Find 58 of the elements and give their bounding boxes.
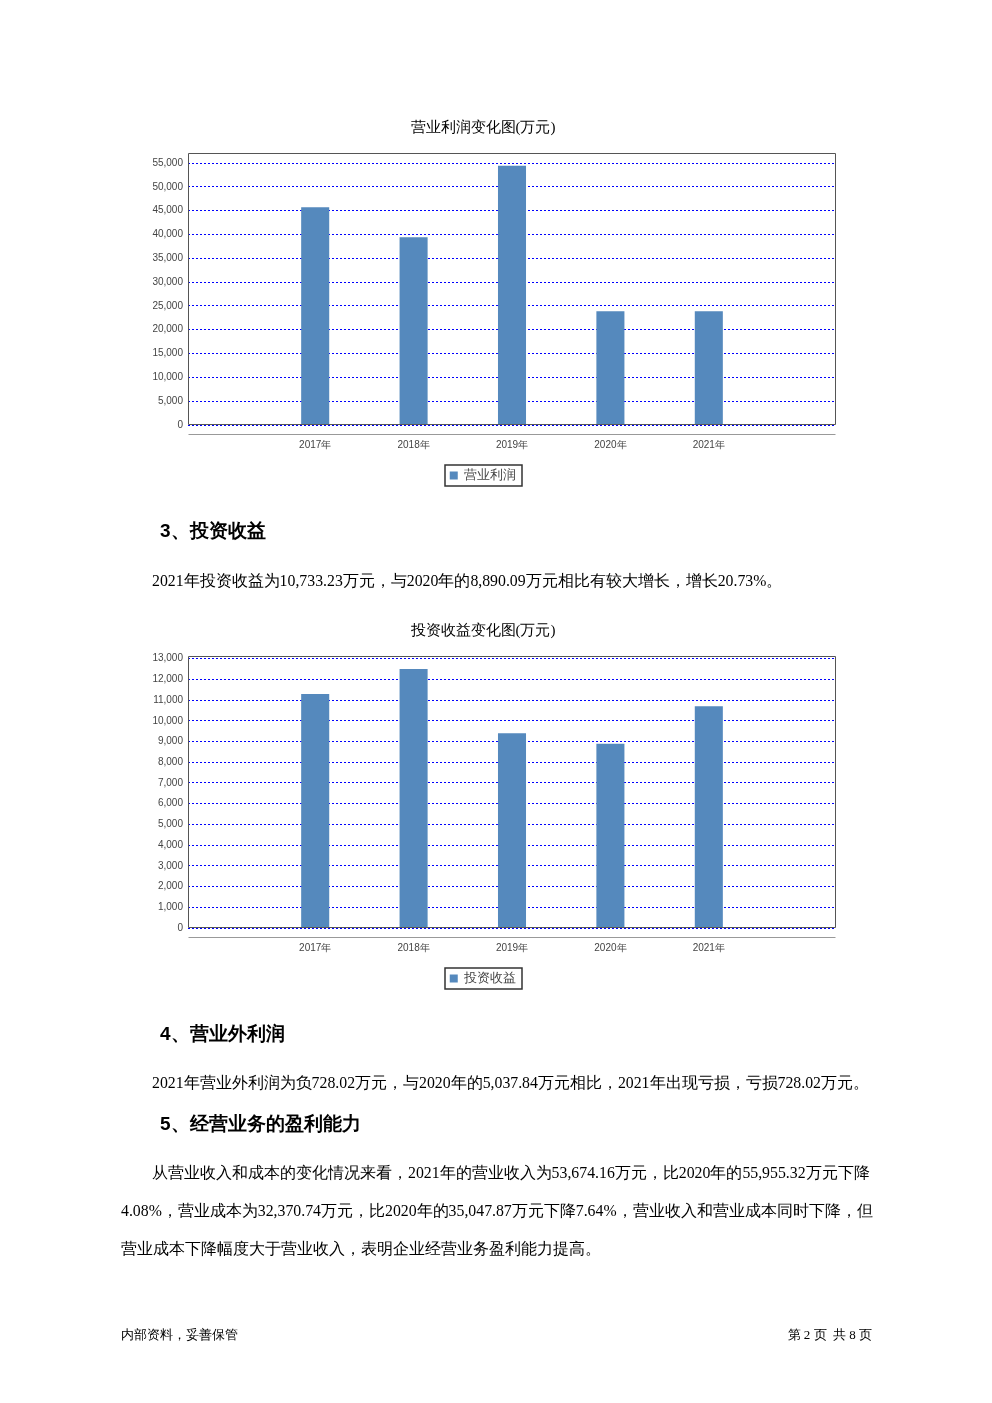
- legend-label: 营业利润: [464, 466, 517, 482]
- x-tick-label: 2020年: [594, 438, 627, 450]
- bar: [301, 693, 330, 928]
- y-tick-label: 13,000: [152, 652, 184, 664]
- y-tick-label: 11,000: [153, 693, 184, 705]
- y-tick-label: 1,000: [157, 901, 184, 913]
- bar: [596, 743, 625, 928]
- chart-title: 投资收益变化图(万元): [409, 621, 556, 639]
- text: 第 2 页 共 8 页: [787, 1327, 872, 1343]
- bar: [399, 237, 428, 425]
- y-tick-label: 5,000: [157, 394, 184, 406]
- bar: [399, 669, 428, 928]
- bar: [497, 165, 527, 425]
- x-tick-label: 2017年: [299, 438, 332, 450]
- x-tick-label: 2020年: [594, 941, 627, 953]
- text: 2021年营业外利润为负728.02万元，与2020年的5,037.84万元相比，2021年出现亏损，亏损728.02万元。: [152, 1073, 869, 1093]
- y-tick-label: 30,000: [152, 275, 184, 287]
- y-tick-label: 4,000: [157, 838, 184, 850]
- x-tick-label: 2019年: [495, 438, 529, 450]
- text: 3、投资收益: [160, 519, 266, 543]
- text: 从营业收入和成本的变化情况来看，2021年的营业收入为53,674.16万元，比2020年的55,955.32万元下降4.08%，营业成本为32,370.74万元，比2020年的35,047.87万元下降7.64%，营业收入和营业成本同时下降，但营业成本下降幅度大于营业收入，表明企业经营业务盈利能力提高。: [121, 1164, 873, 1257]
- y-tick-label: 35,000: [152, 252, 184, 264]
- y-tick-label: 40,000: [152, 228, 184, 240]
- y-tick-label: 12,000: [152, 673, 184, 685]
- y-tick-label: 10,000: [152, 714, 184, 726]
- text: 5、经营业务的盈利能力: [160, 1112, 361, 1136]
- x-tick-label: 2021年: [692, 941, 725, 953]
- y-tick-label: 7,000: [157, 776, 184, 788]
- bar: [301, 207, 330, 425]
- chart-title: 营业利润变化图(万元): [410, 118, 556, 136]
- y-tick-label: 20,000: [152, 323, 184, 335]
- y-tick-label: 0: [177, 418, 184, 430]
- x-tick-label: 2017年: [299, 941, 332, 953]
- y-tick-label: 45,000: [152, 204, 184, 216]
- y-tick-label: 3,000: [157, 859, 184, 871]
- y-tick-label: 0: [177, 921, 184, 933]
- x-tick-label: 2018年: [397, 438, 430, 450]
- y-tick-label: 2,000: [157, 880, 184, 892]
- bar: [497, 733, 527, 928]
- y-tick-label: 9,000: [157, 735, 184, 747]
- bar: [694, 706, 723, 928]
- text: 4、营业外利润: [160, 1022, 285, 1046]
- y-tick-label: 25,000: [152, 299, 184, 311]
- text: 内部资料，妥善保管: [121, 1327, 238, 1343]
- x-tick-label: 2019年: [495, 941, 529, 953]
- y-tick-label: 5,000: [157, 818, 184, 830]
- y-tick-label: 15,000: [152, 347, 184, 359]
- x-tick-label: 2021年: [692, 438, 725, 450]
- y-tick-label: 55,000: [152, 156, 184, 168]
- y-tick-label: 6,000: [157, 797, 184, 809]
- y-tick-label: 10,000: [152, 371, 184, 383]
- x-tick-label: 2018年: [397, 941, 430, 953]
- bar: [596, 311, 625, 425]
- y-tick-label: 50,000: [152, 180, 184, 192]
- bar: [694, 311, 723, 425]
- text: 2021年投资收益为10,733.23万元，与2020年的8,890.09万元相比有较大增长，增长20.73%。: [152, 571, 783, 591]
- y-tick-label: 8,000: [157, 756, 184, 768]
- legend-label: 投资收益: [463, 969, 517, 985]
